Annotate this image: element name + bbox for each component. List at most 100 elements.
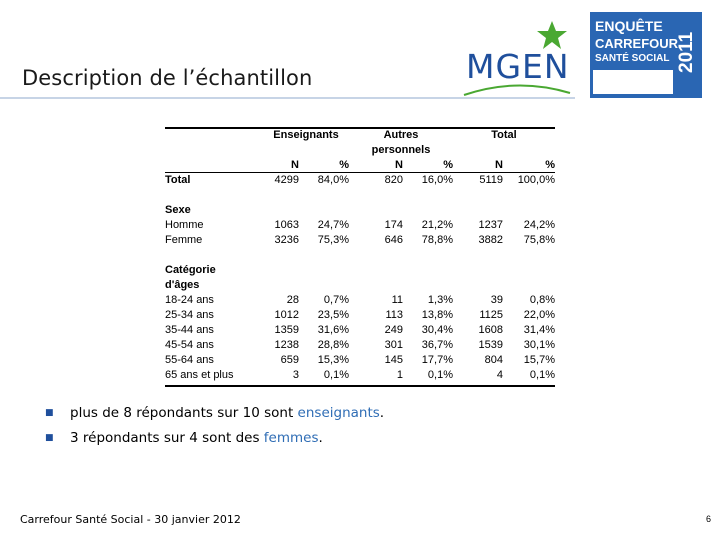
table-cell: 24,2% bbox=[523, 219, 555, 231]
table-cell: 0,1% bbox=[323, 369, 349, 381]
table-cell: 78,8% bbox=[421, 234, 453, 246]
title-underline bbox=[0, 97, 575, 99]
table-cell: 16,0% bbox=[421, 174, 453, 186]
table-row: Catégorie bbox=[165, 263, 555, 278]
row-label: 25-34 ans bbox=[165, 309, 214, 321]
enquete-badge: ENQUÊTE CARREFOUR SANTÉ SOCIAL 2011 bbox=[590, 12, 702, 98]
table-cell bbox=[349, 248, 403, 263]
table-cell: 75,8% bbox=[523, 234, 555, 246]
bullet-item: ■ 3 répondants sur 4 sont des femmes. bbox=[45, 425, 384, 450]
table-cell bbox=[403, 278, 453, 293]
table-header-row-3: N % N % N % bbox=[165, 158, 555, 173]
header-enseignants: Enseignants bbox=[273, 129, 339, 141]
table-cell bbox=[503, 203, 555, 218]
row-label bbox=[165, 248, 263, 263]
row-label: Catégorie bbox=[165, 264, 216, 276]
table-cell: 1,3% bbox=[427, 294, 453, 306]
page-number: 6 bbox=[706, 514, 712, 524]
table-cell: 22,0% bbox=[523, 309, 555, 321]
table-cell: 17,7% bbox=[421, 354, 453, 366]
table-cell: 1539 bbox=[478, 339, 503, 351]
table-cell: 249 bbox=[384, 324, 403, 336]
header-total: Total bbox=[491, 129, 517, 141]
row-label: Homme bbox=[165, 219, 204, 231]
header-n: N bbox=[495, 159, 503, 171]
row-label: 65 ans et plus bbox=[165, 369, 234, 381]
table-cell bbox=[453, 263, 503, 278]
table-cell bbox=[263, 263, 299, 278]
table-cell: 23,5% bbox=[317, 309, 349, 321]
mgen-logo-graphic bbox=[463, 21, 571, 96]
bullet-list: ■ plus de 8 répondants sur 10 sont ensei… bbox=[45, 400, 384, 450]
table-cell: 1238 bbox=[274, 339, 299, 351]
table-cell bbox=[403, 203, 453, 218]
table-cell: 28 bbox=[286, 294, 299, 306]
table-cell: 174 bbox=[384, 219, 403, 231]
table-row: 25-34 ans 1012 23,5% 113 13,8% 1125 22,0% bbox=[165, 308, 555, 323]
badge-line-3: SANTÉ SOCIAL bbox=[595, 53, 670, 64]
table-cell bbox=[349, 188, 403, 203]
table-cell: 0,7% bbox=[323, 294, 349, 306]
table-cell bbox=[403, 263, 453, 278]
table-row: Femme 3236 75,3% 646 78,8% 3882 75,8% bbox=[165, 233, 555, 248]
row-label: Total bbox=[165, 174, 191, 186]
table-cell bbox=[299, 188, 349, 203]
table-cell: 1063 bbox=[274, 219, 299, 231]
badge-partner-strip bbox=[593, 70, 673, 94]
table-cell bbox=[453, 188, 503, 203]
table-cell: 3 bbox=[292, 369, 299, 381]
slide-footer: Carrefour Santé Social - 30 janvier 2012 bbox=[20, 513, 241, 526]
table-cell: 5119 bbox=[479, 174, 503, 186]
table-cell: 804 bbox=[484, 354, 503, 366]
table-cell bbox=[349, 263, 403, 278]
table-cell bbox=[299, 203, 349, 218]
table-cell bbox=[503, 188, 555, 203]
badge-line-2: CARREFOUR bbox=[595, 36, 679, 51]
mgen-logo: MGEN bbox=[462, 17, 582, 97]
row-label bbox=[165, 188, 263, 203]
table-row: 35-44 ans 1359 31,6% 249 30,4% 1608 31,4% bbox=[165, 323, 555, 338]
table-row: 45-54 ans 1238 28,8% 301 36,7% 1539 30,1% bbox=[165, 338, 555, 353]
table-bottom-rule bbox=[165, 385, 555, 387]
table-cell: 1012 bbox=[274, 309, 299, 321]
table-cell: 100,0% bbox=[517, 174, 555, 186]
table-row bbox=[165, 248, 555, 263]
table-cell bbox=[263, 278, 299, 293]
bullet-text: plus de 8 répondants sur 10 sont enseign… bbox=[70, 404, 385, 421]
table-cell bbox=[349, 278, 403, 293]
row-label: 35-44 ans bbox=[165, 324, 214, 336]
table-cell: 1125 bbox=[479, 309, 503, 321]
row-label: Femme bbox=[165, 234, 203, 246]
table-cell bbox=[453, 278, 503, 293]
bullet-highlight: femmes bbox=[263, 429, 319, 446]
table-cell: 15,3% bbox=[317, 354, 349, 366]
table-cell: 30,1% bbox=[523, 339, 555, 351]
table-cell: 820 bbox=[384, 174, 403, 186]
table-row: 18-24 ans 28 0,7% 11 1,3% 39 0,8% bbox=[165, 293, 555, 308]
mgen-logo-text: MGEN bbox=[466, 47, 570, 86]
table-cell: 4 bbox=[496, 369, 503, 381]
table-cell: 11 bbox=[391, 294, 403, 306]
table-header-row-1: Enseignants Autres Total bbox=[165, 128, 555, 143]
table-cell bbox=[453, 203, 503, 218]
row-label: Sexe bbox=[165, 204, 191, 216]
header-pct: % bbox=[339, 159, 349, 171]
table-cell bbox=[453, 248, 503, 263]
table-body: Total 4299 84,0% 820 16,0% 5119 100,0% Sexe Homm… bbox=[165, 173, 555, 383]
table-cell bbox=[299, 248, 349, 263]
table-row: Total 4299 84,0% 820 16,0% 5119 100,0% bbox=[165, 173, 555, 188]
table-row: 65 ans et plus 3 0,1% 1 0,1% 4 0,1% bbox=[165, 368, 555, 383]
table-cell bbox=[503, 263, 555, 278]
star-icon bbox=[537, 21, 567, 49]
table-cell: 21,2% bbox=[421, 219, 453, 231]
table-cell: 31,4% bbox=[523, 324, 555, 336]
slide-title: Description de l’échantillon bbox=[22, 66, 313, 90]
row-label: 18-24 ans bbox=[165, 294, 214, 306]
table-cell: 28,8% bbox=[317, 339, 349, 351]
table-cell: 0,8% bbox=[529, 294, 555, 306]
badge-year: 2011 bbox=[676, 31, 697, 73]
row-label: 45-54 ans bbox=[165, 339, 214, 351]
header-pct: % bbox=[443, 159, 453, 171]
table-cell bbox=[299, 278, 349, 293]
row-label: d'âges bbox=[165, 279, 200, 291]
